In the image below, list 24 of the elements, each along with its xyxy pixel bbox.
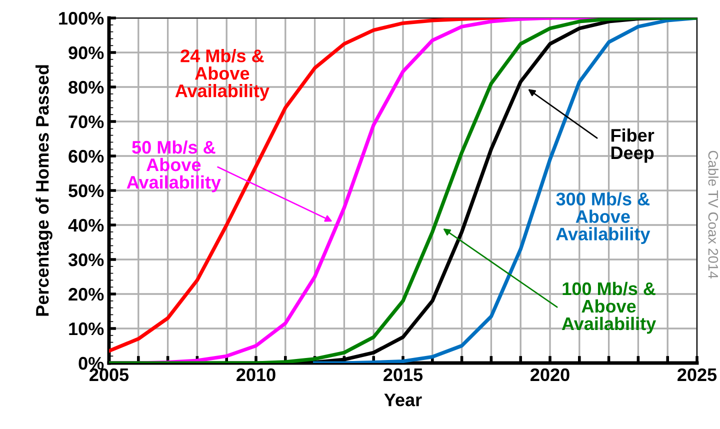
y-tick-label: 90% — [68, 46, 104, 60]
x-tick-label: 2025 — [678, 368, 717, 382]
text: Fiber Deep — [611, 128, 654, 163]
x-tick-label: 2005 — [90, 368, 129, 382]
y-tick-label: 100% — [59, 12, 104, 25]
x-tick-label: 2010 — [236, 368, 276, 382]
y-tick-label: 40% — [68, 218, 104, 232]
y-axis-title: Percentage of Homes Passed — [35, 65, 52, 316]
series-label: 24 Mb/s & Above Availability — [175, 49, 270, 101]
text: 100 Mb/s & Above Availability — [562, 282, 656, 334]
y-tick-label: 10% — [69, 322, 104, 336]
text: Cable TV Coax 2014 — [708, 150, 718, 278]
y-tick-label: 60% — [68, 150, 104, 163]
y-tick-label: 0% — [78, 356, 104, 370]
y-tick-label: 30% — [68, 253, 104, 266]
x-axis-title: Year — [384, 394, 422, 406]
y-tick-label: 20% — [68, 288, 104, 301]
y-tick-label: 70% — [68, 115, 104, 128]
y-tick-label: 80% — [68, 80, 104, 94]
x-tick-label: 2020 — [530, 368, 570, 382]
series-label: 300 Mb/s & Above Availability — [556, 192, 650, 244]
y-tick-label: 50% — [68, 184, 104, 198]
x-tick-label: 2015 — [384, 368, 423, 382]
text: 50 Mb/s & Above Availability — [126, 140, 221, 192]
